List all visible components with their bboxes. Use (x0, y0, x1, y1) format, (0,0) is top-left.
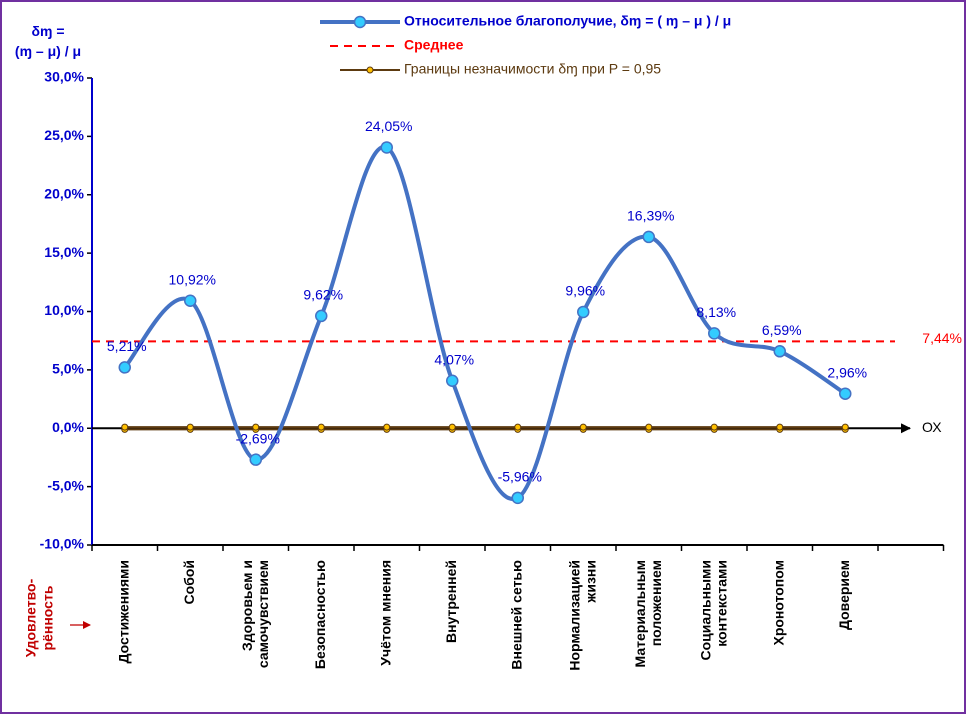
data-label: 2,96% (827, 364, 867, 380)
mean-label: 7,44% (922, 330, 962, 346)
y-tick-label: 20,0% (44, 185, 84, 201)
data-label: 8,13% (696, 304, 736, 320)
bound-marker (383, 423, 391, 431)
y-tick-label: 5,0% (52, 361, 84, 377)
x-tick-label: Достижениями (115, 560, 131, 663)
x-tick-label: Доверием (836, 560, 852, 630)
y-tick-label: 15,0% (44, 244, 84, 260)
bound-marker (841, 423, 849, 431)
point (184, 294, 197, 308)
point (249, 453, 262, 466)
x-tick-label: Нормализациейжизни (566, 560, 598, 671)
point (708, 327, 721, 340)
legend-label: Среднее (404, 37, 464, 53)
point (839, 387, 852, 400)
x-tick-label: Внутренней (443, 560, 459, 643)
bound-marker (776, 423, 784, 431)
point (642, 230, 655, 244)
y-tick-label: 30,0% (44, 69, 84, 85)
data-label: 16,39% (627, 208, 674, 224)
bound-marker (710, 423, 718, 431)
x-axis-title: Удовлетво-рённость (22, 578, 55, 657)
legend-marker (353, 15, 367, 29)
bound-marker (645, 423, 653, 431)
data-label: 10,92% (169, 271, 216, 287)
y-tick-label: -10,0% (40, 536, 85, 552)
point (577, 305, 590, 319)
point (446, 374, 459, 387)
data-label: 9,96% (565, 283, 605, 299)
point (773, 345, 786, 358)
x-tick-label: Материальнымположением (631, 560, 663, 667)
data-label: -2,69% (236, 430, 280, 446)
data-label: 6,59% (762, 322, 802, 338)
bound-marker (252, 423, 260, 431)
y-tick-label: -5,0% (47, 477, 84, 493)
point (511, 491, 524, 505)
x-tick-label: Собой (181, 560, 197, 604)
bound-marker (186, 423, 194, 431)
data-label: 24,05% (365, 118, 412, 134)
x-tick-label: Внешней сетью (508, 560, 524, 670)
x-tick-label: Социальнымиконтекстами (697, 560, 729, 661)
y-axis-title: δɱ = (ɱ – μ) / μ (15, 23, 81, 59)
legend-marker (366, 66, 374, 74)
data-label: 9,62% (303, 287, 343, 303)
bound-marker (121, 423, 129, 431)
y-tick-label: 25,0% (44, 127, 84, 143)
y-tick-label: 0,0% (52, 419, 84, 435)
legend-label: Границы незначимости δɱ при P = 0,95 (404, 61, 661, 77)
data-label: -5,96% (498, 469, 542, 485)
point (380, 141, 393, 154)
point (315, 309, 328, 323)
data-label: 4,07% (434, 351, 474, 367)
bound-marker (514, 423, 522, 431)
bound-marker (579, 423, 587, 431)
bound-marker (448, 423, 456, 431)
point (118, 361, 131, 374)
data-label: 5,21% (107, 338, 147, 354)
x-tick-label: Хронотопом (770, 560, 786, 646)
x-tick-label: Учётом мнения (377, 560, 393, 666)
bound-marker (317, 423, 325, 431)
x-tick-label: Здоровьем исамочувствием (238, 560, 270, 668)
x-tick-label: Безопасностью (312, 560, 328, 669)
y-tick-label: 10,0% (44, 302, 84, 318)
legend-label: Относительное благополучие, δɱ = ( ɱ – μ… (404, 13, 731, 29)
ox-label: ОХ (922, 419, 942, 435)
